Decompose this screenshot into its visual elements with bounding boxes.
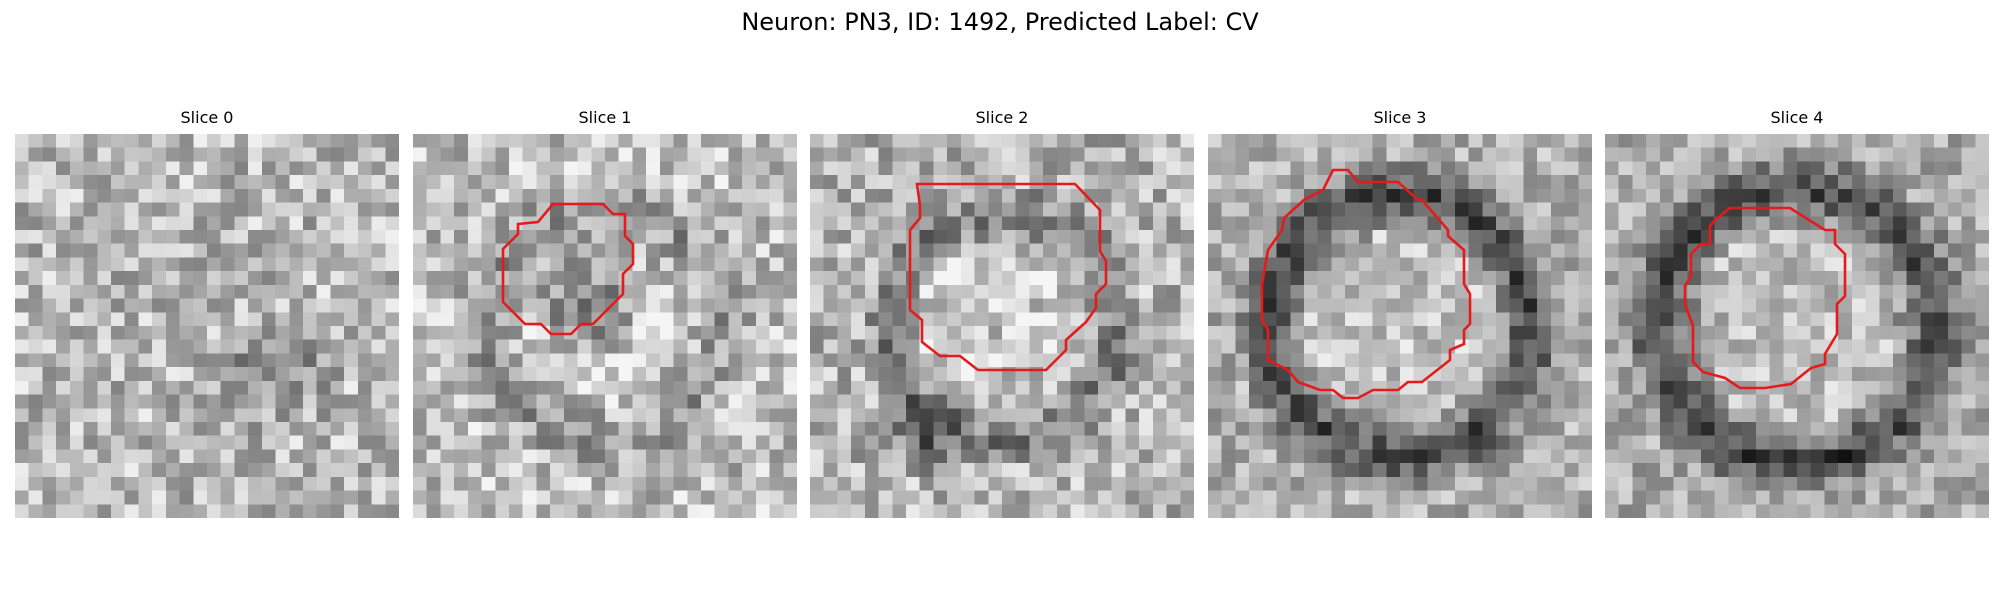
slice-panel-4: Slice 4 — [1605, 108, 1989, 518]
slice-image-0-overlay — [15, 134, 399, 518]
slice-image-4 — [1605, 134, 1989, 518]
slice-panel-0: Slice 0 — [15, 108, 399, 518]
slice-title-4: Slice 4 — [1770, 108, 1824, 127]
slice-title-3: Slice 3 — [1373, 108, 1427, 127]
segmentation-contour-4 — [1683, 206, 1847, 390]
slice-panel-1: Slice 1 — [413, 108, 797, 518]
slice-image-1-pixels — [413, 134, 797, 518]
slice-image-3-overlay — [1260, 168, 1472, 400]
slice-image-1-overlay — [501, 202, 635, 336]
slice-panel-2: Slice 2 — [810, 108, 1194, 518]
slice-image-3-pixels — [1208, 134, 1592, 518]
slice-image-2-pixels — [810, 134, 1194, 518]
slice-image-4-pixels — [1605, 134, 1989, 518]
slice-panel-3: Slice 3 — [1208, 108, 1592, 518]
slice-image-2-overlay — [908, 182, 1108, 372]
slice-image-1 — [413, 134, 797, 518]
slice-image-3 — [1208, 134, 1592, 518]
slice-title-1: Slice 1 — [578, 108, 632, 127]
segmentation-contour-1 — [501, 202, 635, 336]
slice-image-0 — [15, 134, 399, 518]
slice-image-0-pixels — [15, 134, 399, 518]
slice-title-2: Slice 2 — [975, 108, 1029, 127]
slice-image-2 — [810, 134, 1194, 518]
segmentation-contour-2 — [908, 182, 1108, 372]
slice-title-0: Slice 0 — [180, 108, 234, 127]
figure-title: Neuron: PN3, ID: 1492, Predicted Label: … — [741, 8, 1259, 36]
segmentation-contour-3 — [1260, 168, 1472, 400]
slice-image-4-overlay — [1683, 206, 1847, 390]
